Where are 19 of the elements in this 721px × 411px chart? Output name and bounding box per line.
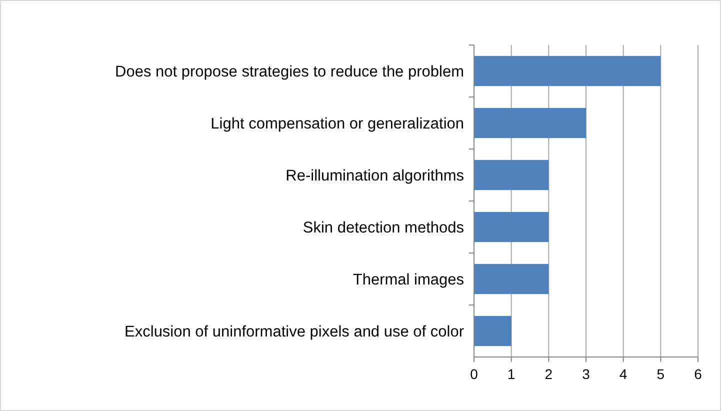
y-tick-label: Re-illumination algorithms <box>286 167 464 184</box>
x-tick-label: 5 <box>656 366 665 382</box>
bar <box>474 316 512 346</box>
bar <box>474 264 549 294</box>
x-tick-label: 6 <box>694 366 702 382</box>
y-tick-label: Thermal images <box>352 271 464 288</box>
bar <box>474 160 549 190</box>
x-tick-label: 4 <box>619 366 628 382</box>
x-tick-label: 0 <box>470 366 478 382</box>
x-tick-label: 1 <box>507 366 516 382</box>
bar <box>474 108 586 138</box>
y-tick-label: Exclusion of uninformative pixels and use of color <box>124 323 464 340</box>
bar <box>474 56 661 86</box>
x-tick-label: 2 <box>544 366 553 382</box>
x-tick-label: 3 <box>582 366 590 382</box>
bar <box>474 212 549 242</box>
y-tick-label: Skin detection methods <box>302 219 464 236</box>
y-tick-label: Does not propose strategies to reduce the problem <box>115 63 464 80</box>
y-tick-label: Light compensation or generalization <box>210 115 464 132</box>
